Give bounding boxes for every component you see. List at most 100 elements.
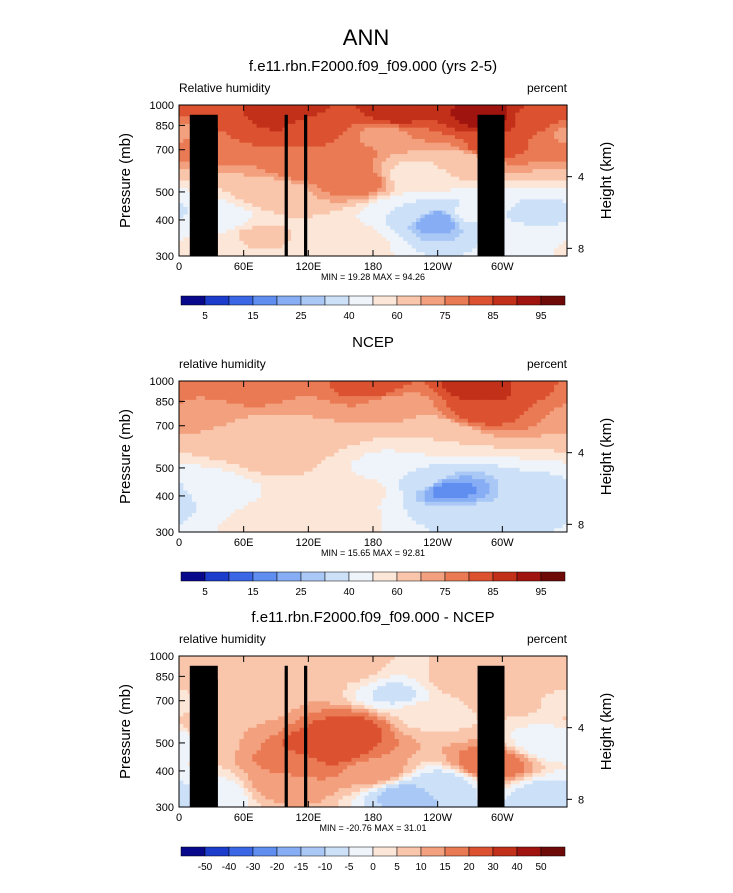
field-cell: [291, 116, 296, 120]
field-cell: [403, 211, 408, 215]
field-cell: [390, 207, 395, 211]
field-cell: [390, 423, 395, 427]
field-cell: [326, 430, 331, 434]
field-cell: [451, 196, 456, 200]
field-cell: [507, 181, 512, 185]
field-cell: [248, 214, 253, 218]
field-cell: [373, 430, 378, 434]
field-cell: [515, 248, 520, 252]
field-cell: [261, 184, 266, 188]
field-cell: [550, 404, 555, 408]
field-cell: [231, 392, 236, 396]
field-cell: [313, 434, 318, 438]
field-cell: [248, 245, 253, 249]
field-cell: [343, 434, 348, 438]
field-cell: [554, 241, 559, 245]
field-cell: [395, 135, 400, 139]
x-tick-label: 60W: [491, 261, 514, 273]
field-cell: [196, 105, 201, 109]
field-cell: [524, 226, 529, 230]
field-cell: [295, 203, 300, 207]
field-cell: [425, 237, 430, 241]
field-cell: [339, 109, 344, 113]
field-cell: [407, 192, 412, 196]
field-cell: [183, 165, 188, 169]
field-cell: [433, 199, 438, 203]
field-cell: [386, 248, 391, 252]
field-cell: [287, 105, 292, 109]
field-cell: [343, 430, 348, 434]
field-cell: [334, 423, 339, 427]
field-cell: [235, 192, 240, 196]
field-cell: [446, 173, 451, 177]
field-cell: [334, 165, 339, 169]
field-cell: [464, 188, 469, 192]
field-cell: [524, 173, 529, 177]
field-cell: [270, 214, 275, 218]
field-cell: [343, 184, 348, 188]
field-cell: [472, 430, 477, 434]
field-cell: [390, 139, 395, 143]
field-cell: [386, 147, 391, 151]
field-cell: [244, 120, 249, 124]
field-cell: [218, 392, 223, 396]
field-cell: [369, 177, 374, 181]
field-cell: [360, 407, 365, 411]
field-cell: [554, 407, 559, 411]
field-cell: [343, 173, 348, 177]
field-cell: [558, 135, 563, 139]
field-cell: [351, 423, 356, 427]
field-cell: [442, 184, 447, 188]
field-cell: [252, 105, 257, 109]
field-cell: [351, 139, 356, 143]
field-cell: [528, 419, 533, 423]
field-cell: [459, 396, 464, 400]
field-cell: [455, 109, 460, 113]
field-cell: [235, 385, 240, 389]
field-cell: [533, 214, 538, 218]
field-cell: [395, 139, 400, 143]
field-cell: [416, 184, 421, 188]
field-cell: [213, 430, 218, 434]
field-cell: [511, 411, 516, 415]
field-cell: [295, 411, 300, 415]
field-cell: [507, 150, 512, 154]
field-cell: [291, 120, 296, 124]
field-cell: [265, 218, 270, 222]
field-cell: [330, 154, 335, 158]
field-cell: [468, 404, 473, 408]
field-cell: [433, 184, 438, 188]
field-cell: [558, 415, 563, 419]
field-cell: [386, 423, 391, 427]
field-cell: [403, 109, 408, 113]
field-cell: [425, 113, 430, 117]
field-cell: [270, 207, 275, 211]
field-cell: [278, 381, 283, 385]
field-cell: [347, 131, 352, 135]
field-cell: [356, 245, 361, 249]
field-cell: [442, 237, 447, 241]
field-cell: [257, 222, 262, 226]
field-cell: [550, 233, 555, 237]
field-cell: [554, 400, 559, 404]
field-cell: [231, 143, 236, 147]
field-cell: [464, 135, 469, 139]
field-cell: [330, 218, 335, 222]
field-cell: [257, 230, 262, 234]
field-cell: [433, 396, 438, 400]
field-cell: [520, 233, 525, 237]
field-cell: [369, 196, 374, 200]
field-cell: [188, 430, 193, 434]
field-cell: [407, 226, 412, 230]
field-cell: [339, 192, 344, 196]
field-cell: [321, 150, 326, 154]
field-cell: [235, 218, 240, 222]
field-cell: [330, 135, 335, 139]
panel-1: f.e11.rbn.F2000.f09_f09.000 (yrs 2-5)Rel…: [117, 58, 615, 322]
field-cell: [351, 211, 356, 215]
field-cell: [425, 135, 430, 139]
field-cell: [420, 233, 425, 237]
field-cell: [364, 154, 369, 158]
field-cell: [222, 411, 227, 415]
field-cell: [425, 169, 430, 173]
